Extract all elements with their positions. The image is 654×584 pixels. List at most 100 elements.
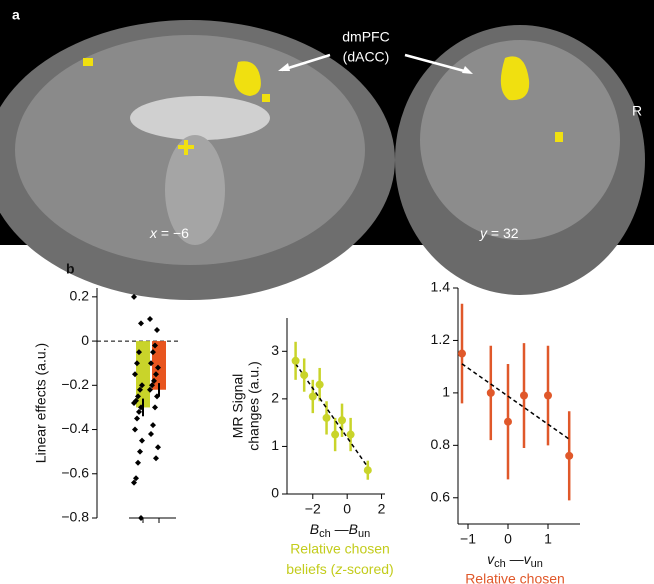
x-axis-label-part: ch: [319, 528, 331, 540]
subject-point: [134, 415, 140, 422]
x-tick-label: 0: [343, 501, 351, 517]
caption: Relative chosen: [465, 571, 565, 584]
y-axis-label: MR Signal: [230, 374, 246, 439]
x-tick-label: 2: [378, 501, 386, 517]
subject-point: [138, 320, 144, 327]
subject-point: [135, 393, 141, 400]
x-axis-label-part: B: [349, 521, 358, 537]
arrow: [404, 53, 469, 74]
y-axis-label: Linear effects (a.u.): [33, 343, 49, 463]
caption-part: -scored): [342, 561, 393, 577]
y-axis-label: changes (a.u.): [246, 361, 262, 451]
y-tick-label: −0.2: [61, 376, 89, 392]
y-tick-label: 0: [271, 485, 279, 501]
subject-point: [150, 349, 156, 356]
x-axis-label: Bch —Bun: [310, 521, 370, 540]
subject-point: [154, 327, 160, 334]
subject-point: [137, 386, 143, 393]
x-axis-label-part: v: [524, 551, 532, 567]
subject-point: [150, 422, 156, 429]
subject-point: [155, 364, 161, 371]
subject-point: [132, 426, 138, 433]
subject-point: [139, 382, 145, 389]
subject-point: [137, 448, 143, 455]
point: [300, 371, 309, 380]
caption: Relative chosen: [290, 541, 390, 557]
subject-point: [136, 408, 142, 415]
point: [308, 392, 317, 401]
subject-point: [131, 400, 137, 406]
y-tick-label: 1: [442, 384, 450, 400]
x-axis-label-part: —: [506, 551, 524, 567]
point: [520, 391, 528, 400]
point: [346, 430, 355, 439]
y-tick-label: 1.2: [431, 331, 451, 347]
caption-part: z: [334, 561, 342, 577]
fit-line: [461, 363, 570, 440]
point: [544, 391, 552, 400]
caption: beliefs (z-scored): [286, 561, 393, 577]
x-axis-label: vch —vun: [487, 551, 543, 570]
y-tick-label: −0.8: [61, 509, 89, 525]
point: [565, 451, 574, 460]
point: [363, 466, 372, 475]
subject-point: [139, 437, 145, 444]
point: [322, 413, 331, 422]
x-axis-label-part: B: [310, 521, 319, 537]
subject-point: [147, 315, 153, 322]
x-axis-label-part: —: [331, 521, 349, 537]
subject-point: [132, 371, 138, 378]
x-tick-label: −2: [305, 501, 321, 517]
subject-point: [131, 293, 137, 300]
bar: [152, 341, 166, 390]
subject-point: [148, 430, 154, 437]
subject-point: [155, 444, 161, 451]
arrow: [281, 53, 331, 72]
y-tick-label: 2: [271, 390, 279, 406]
panel-label: b: [66, 261, 75, 277]
subject-point: [149, 382, 155, 389]
caption-part: beliefs (: [286, 561, 335, 577]
subject-point: [152, 342, 158, 349]
y-tick-label: 0: [81, 332, 89, 348]
x-axis-label-part: un: [531, 558, 543, 570]
point: [315, 380, 324, 389]
coronal-slice: [395, 25, 645, 295]
point: [504, 417, 512, 426]
subject-point: [148, 360, 154, 367]
x-axis-label-part: ch: [494, 558, 506, 570]
y-tick-label: −0.6: [61, 464, 89, 480]
point: [338, 416, 347, 425]
arrow-head: [278, 63, 290, 71]
y-tick-label: 0.6: [431, 488, 451, 504]
x-axis-label-part: v: [487, 551, 495, 567]
y-tick-label: 1.4: [431, 279, 451, 295]
y-tick-label: 0.8: [431, 436, 451, 452]
panel-label: a: [12, 7, 20, 23]
subject-point: [133, 475, 139, 482]
x-axis-label-part: un: [358, 528, 370, 540]
x-tick-label: 1: [544, 531, 552, 547]
y-tick-label: 0.2: [70, 288, 90, 304]
subject-point: [138, 515, 144, 521]
point: [291, 356, 300, 365]
subject-point: [152, 404, 158, 411]
y-tick-label: −0.4: [61, 420, 89, 436]
subject-point: [134, 360, 140, 367]
subject-point: [135, 459, 141, 466]
arrow-head: [462, 66, 473, 74]
subject-point: [151, 377, 157, 384]
y-tick-label: 1: [271, 437, 279, 453]
y-tick-label: 3: [271, 342, 279, 358]
subject-point: [131, 479, 137, 486]
subject-point: [153, 371, 159, 378]
subject-point: [136, 349, 142, 356]
point: [331, 430, 340, 439]
slice-label: y = 32: [479, 225, 519, 241]
annotation: dmPFC: [342, 29, 389, 45]
x-tick-label: 0: [504, 531, 512, 547]
slice-label: x = −6: [149, 225, 189, 241]
sagittal-slice: [0, 20, 395, 300]
annotation: (dACC): [343, 49, 390, 65]
